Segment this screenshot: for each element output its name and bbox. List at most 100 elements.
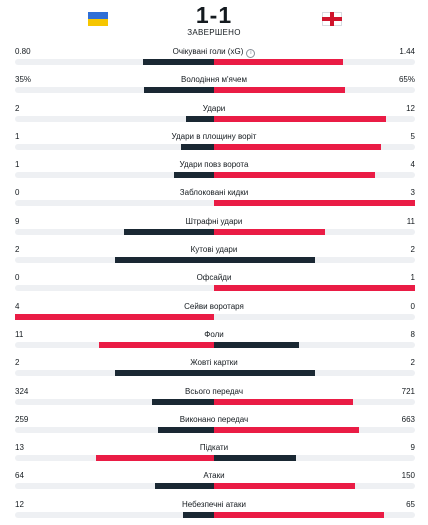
stats-list: 0.80 Очікувані голи (xG) i 1.44 35% Володіння…: [0, 40, 428, 521]
home-bar: [185, 115, 214, 122]
away-bar-track: [214, 370, 415, 377]
home-bar: [96, 455, 214, 462]
match-header: 1-1 ЗАВЕРШЕНО: [0, 0, 428, 44]
home-value: 0: [15, 188, 20, 198]
stat-label: Жовті картки: [0, 358, 428, 368]
info-icon[interactable]: i: [246, 49, 256, 58]
stat-row: 1 Удари в площину воріт 5: [0, 125, 428, 153]
stat-row: 0.80 Очікувані голи (xG) i 1.44: [0, 40, 428, 68]
home-bar-track: [15, 455, 214, 462]
home-value: 2: [15, 358, 20, 368]
away-value: 721: [401, 386, 415, 396]
stat-label-text: Очікувані голи (xG): [172, 47, 244, 56]
away-bar-track: [214, 285, 415, 292]
home-bar-track: [15, 143, 214, 150]
home-value: 13: [15, 443, 24, 453]
home-bar: [152, 398, 214, 405]
away-bar: [214, 115, 387, 122]
stat-label-text: Удари: [202, 103, 226, 113]
home-value: 11: [15, 329, 24, 339]
stat-label-text: Заблоковані кидки: [179, 188, 249, 198]
home-bar: [174, 172, 214, 179]
home-value: 2: [15, 245, 20, 255]
home-value: 259: [15, 414, 29, 424]
stat-label: Офсайди: [0, 273, 428, 283]
home-value: 0: [15, 273, 20, 283]
stat-label: Удари: [0, 104, 428, 114]
match-status: ЗАВЕРШЕНО: [187, 28, 241, 37]
home-value: 1: [15, 131, 20, 141]
stat-label: Атаки: [0, 471, 428, 481]
away-bar: [214, 455, 297, 462]
home-bar-track: [15, 483, 214, 490]
away-bar-track: [214, 398, 415, 405]
away-bar: [214, 398, 353, 405]
away-value: 3: [410, 188, 415, 198]
ukraine-flag-icon: [88, 12, 108, 26]
stat-label-text: Кутові удари: [190, 245, 238, 255]
away-value: 9: [410, 443, 415, 453]
england-flag-icon: [322, 12, 342, 26]
home-bar: [144, 87, 214, 94]
away-bar: [214, 341, 299, 348]
stat-label: Фоли: [0, 330, 428, 340]
home-bar-track: [15, 341, 214, 348]
stat-label-text: Фоли: [204, 329, 224, 339]
away-bar-track: [214, 511, 415, 518]
stat-label-text: Виконано передач: [179, 414, 249, 424]
home-bar-track: [15, 285, 214, 292]
home-bar: [180, 143, 214, 150]
stat-label: Штрафні удари: [0, 217, 428, 227]
stat-label-text: Небезпечні атаки: [182, 499, 246, 509]
home-value: 324: [15, 386, 29, 396]
home-bar-track: [15, 115, 214, 122]
stat-label: Виконано передач: [0, 415, 428, 425]
stat-row: 12 Небезпечні атаки 65: [0, 493, 428, 521]
stat-row: 2 Кутові удари 2: [0, 238, 428, 266]
away-bar: [214, 59, 344, 65]
home-bar-track: [15, 511, 214, 518]
away-bar-track: [214, 228, 415, 235]
stat-label-text: Володіння м'ячем: [181, 75, 247, 85]
away-bar-track: [214, 313, 415, 320]
home-bar-track: [15, 257, 214, 264]
away-value: 5: [410, 131, 415, 141]
away-value: 663: [401, 414, 415, 424]
home-bar-track: [15, 87, 214, 94]
stat-label: Всього передач: [0, 387, 428, 397]
stat-label: Володіння м'ячем: [0, 75, 428, 85]
stat-label-text: Всього передач: [185, 386, 243, 396]
stat-row: 9 Штрафні удари 11: [0, 210, 428, 238]
home-bar-track: [15, 59, 214, 65]
stat-label: Сейви воротаря: [0, 302, 428, 312]
away-bar-track: [214, 172, 415, 179]
stat-label-text: Удари повз ворота: [179, 160, 249, 170]
home-bar: [98, 341, 214, 348]
home-bar-track: [15, 313, 214, 320]
away-bar-track: [214, 200, 415, 207]
away-bar-track: [214, 143, 415, 150]
away-value: 11: [406, 216, 415, 226]
away-value: 4: [410, 160, 415, 170]
home-bar-track: [15, 370, 214, 377]
stat-row: 324 Всього передач 721: [0, 380, 428, 408]
home-value: 35%: [15, 75, 32, 85]
away-value: 65: [406, 499, 415, 509]
stat-label-text: Підкати: [199, 443, 229, 453]
home-bar: [154, 483, 214, 490]
away-bar: [214, 285, 415, 292]
away-bar: [214, 370, 315, 377]
home-bar: [142, 59, 214, 65]
stat-row: 2 Удари 12: [0, 97, 428, 125]
away-value: 2: [410, 358, 415, 368]
stat-label: Небезпечні атаки: [0, 500, 428, 510]
away-bar: [214, 483, 355, 490]
away-bar-track: [214, 257, 415, 264]
home-bar-track: [15, 398, 214, 405]
away-value: 12: [406, 103, 415, 113]
home-bar: [158, 426, 214, 433]
away-bar-track: [214, 87, 415, 94]
stat-label-text: Удари в площину воріт: [171, 131, 257, 141]
match-score: 1-1: [195, 2, 233, 28]
away-bar: [214, 143, 382, 150]
